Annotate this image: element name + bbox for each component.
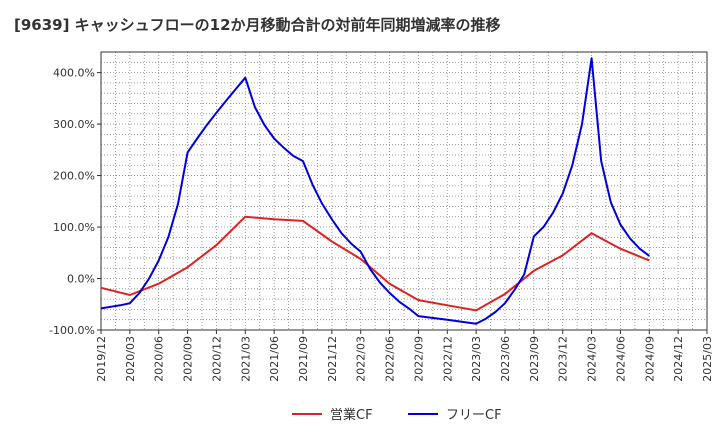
x-tick-label: 2022/12 — [441, 336, 454, 382]
chart-title: [9639] キャッシュフローの12か月移動合計の対前年同期増減率の推移 — [14, 16, 501, 34]
x-tick-label: 2021/03 — [239, 336, 252, 382]
x-tick-label: 2022/09 — [412, 336, 425, 382]
series-line-1 — [100, 215, 650, 312]
axes: -100.0% 0.0% 100.0% 200.0% 300.0% 400.0% 2019/… — [49, 51, 714, 382]
x-tick-label: 2020/03 — [124, 336, 137, 382]
x-tick-label: 2022/03 — [355, 336, 368, 382]
x-tick-label: 2023/09 — [528, 336, 541, 382]
x-tick-label: 2019/12 — [95, 336, 108, 382]
x-tick-label: 2021/12 — [326, 336, 339, 382]
y-tick-label: 200.0% — [53, 170, 95, 183]
x-tick-label: 2024/12 — [672, 336, 685, 382]
series-lines — [100, 57, 650, 325]
y-tick-label: 0.0% — [67, 273, 95, 286]
x-tick-label: 2024/06 — [614, 336, 627, 382]
x-tick-label: 2022/06 — [384, 336, 397, 382]
x-tick-label: 2023/06 — [499, 336, 512, 382]
series-line-2 — [100, 57, 650, 325]
y-tick-label: 300.0% — [53, 118, 95, 131]
x-tick-label: 2024/09 — [643, 336, 656, 382]
x-tick-label: 2021/06 — [268, 336, 281, 382]
y-tick-label: 400.0% — [53, 67, 95, 80]
legend-label-2: フリーCF — [446, 408, 502, 423]
x-tick-label: 2025/03 — [701, 336, 714, 382]
x-tick-label: 2021/09 — [297, 336, 310, 382]
legend: 営業CF フリーCF — [292, 407, 502, 423]
y-tick-label: 100.0% — [53, 221, 95, 234]
y-tick-label: -100.0% — [49, 324, 95, 337]
x-tick-label: 2023/12 — [557, 336, 570, 382]
grid-lines — [101, 51, 707, 330]
x-tick-label: 2020/09 — [182, 336, 195, 382]
x-tick-label: 2024/03 — [586, 336, 599, 382]
x-tick-label: 2020/06 — [153, 336, 166, 382]
x-tick-label: 2023/03 — [470, 336, 483, 382]
legend-label-1: 営業CF — [330, 407, 373, 423]
plot-frame — [100, 51, 708, 331]
x-tick-label: 2020/12 — [210, 336, 223, 382]
